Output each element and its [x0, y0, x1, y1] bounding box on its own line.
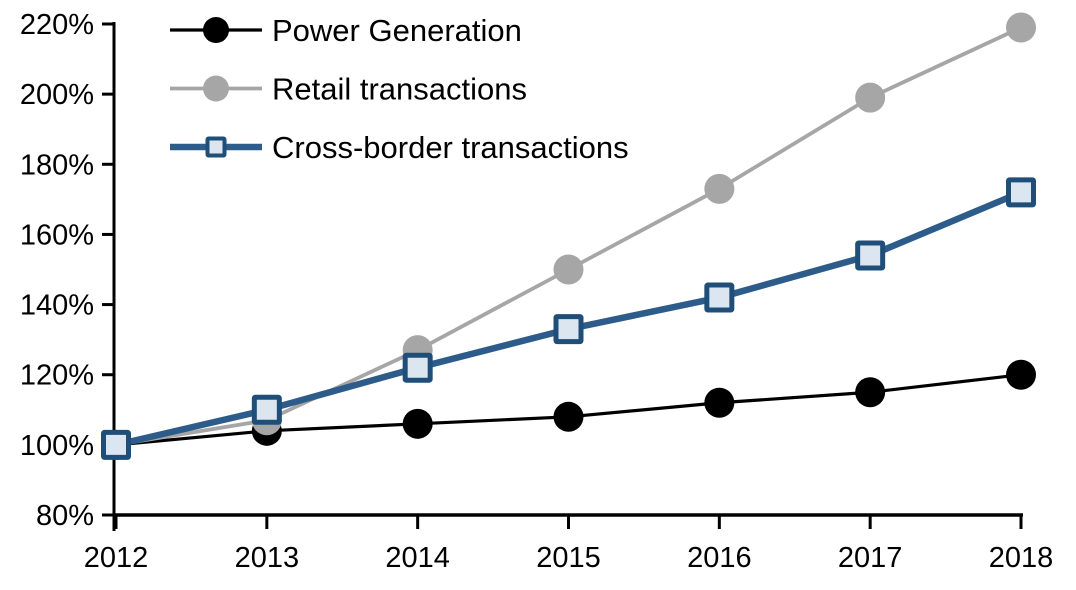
series-power-generation-marker [402, 408, 433, 439]
series-group [101, 12, 1036, 460]
y-tick-label: 120% [20, 360, 94, 392]
y-tick-label: 80% [36, 500, 94, 532]
series-cross-border-transactions-marker [101, 429, 131, 460]
series-retail-transactions-marker [855, 82, 886, 113]
x-tick-label: 2014 [385, 542, 450, 574]
legend-retail-transactions-marker [203, 75, 229, 102]
y-tick-label: 220% [20, 9, 94, 41]
x-tick-label: 2018 [989, 542, 1054, 574]
axes: 220% 200% 180% 160% 140% 120% 100% 80% 2012 2013 2… [20, 9, 1053, 574]
series-retail-transactions-marker [553, 254, 584, 285]
series-power-generation-marker [1006, 359, 1036, 390]
y-tick-label: 180% [20, 149, 94, 181]
series-cross-border-transactions-marker [402, 352, 433, 383]
series-cross-border-transactions-marker [855, 240, 886, 271]
legend-retail-transactions-label: Retail transactions [272, 72, 527, 107]
series-power-generation-marker [704, 387, 735, 418]
x-tick-label: 2017 [838, 542, 903, 574]
x-tick-label: 2012 [84, 542, 149, 574]
legend-power-generation-marker [203, 17, 229, 43]
legend-cross-border-transactions-marker [205, 136, 227, 158]
x-tick-label: 2016 [687, 542, 752, 574]
y-tick-label: 160% [20, 219, 94, 251]
series-retail-transactions-marker [1006, 12, 1036, 43]
series-cross-border-transactions-marker [251, 394, 282, 425]
series-cross-border-transactions-marker [553, 314, 584, 345]
legend-power-generation-label: Power Generation [272, 13, 522, 48]
y-tick-label: 200% [20, 79, 94, 111]
series-cross-border-transactions-marker [704, 282, 735, 313]
legend-cross-border-transactions-label: Cross-border transactions [272, 130, 629, 165]
y-tick-label: 140% [20, 290, 94, 322]
series-retail-transactions-marker [704, 173, 735, 204]
x-tick-label: 2013 [235, 542, 300, 574]
series-cross-border-transactions-marker [1006, 177, 1036, 208]
y-tick-label: 100% [20, 430, 94, 462]
series-power-generation-marker [855, 377, 886, 408]
series-power-generation-marker [553, 401, 584, 432]
x-tick-label: 2015 [536, 542, 601, 574]
legend: Power Generation Retail transactions Cross… [170, 13, 629, 165]
